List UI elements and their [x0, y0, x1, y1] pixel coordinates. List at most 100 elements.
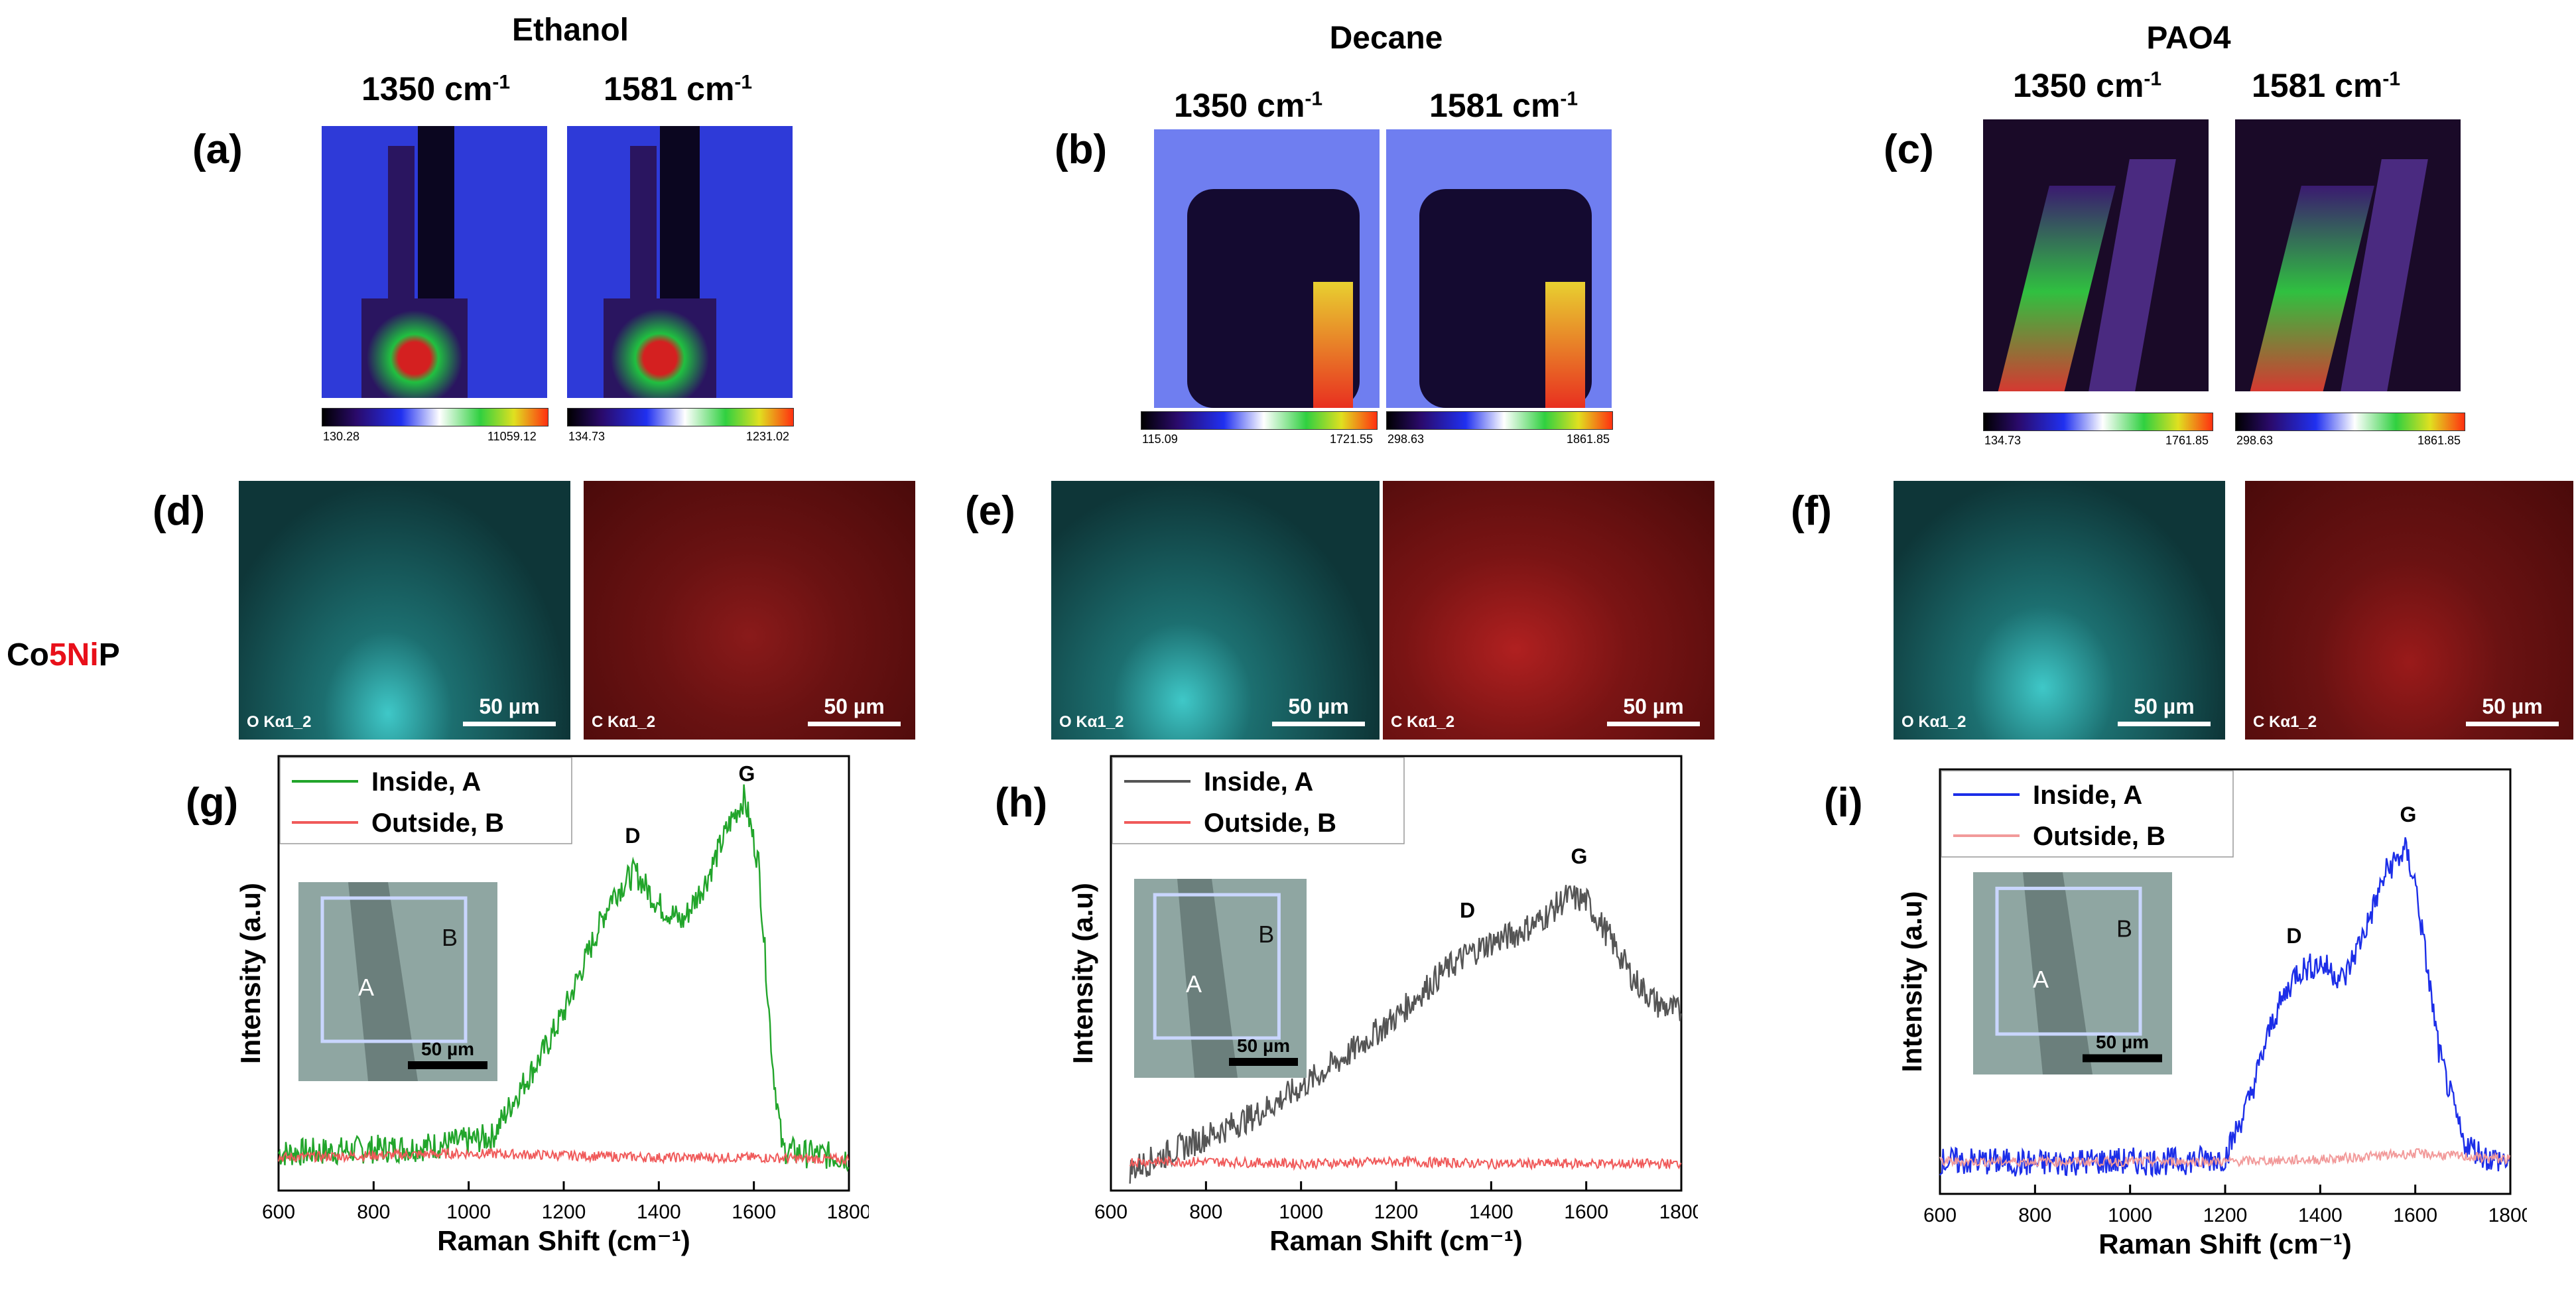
panel-label-g: (g): [186, 780, 239, 826]
x-tick-label: 1600: [1564, 1201, 1608, 1223]
x-tick-label: 1000: [2108, 1204, 2152, 1226]
scale-bar: 50 µm: [463, 694, 556, 726]
x-tick-label: 1800: [827, 1201, 869, 1223]
inset-region-a-label: A: [1186, 970, 1202, 998]
inset-region-a-label: A: [358, 974, 374, 1001]
inset-wear-track: [348, 882, 418, 1081]
colorbar-b1-min: 115.09: [1142, 432, 1178, 446]
series-line-outside: [1939, 1147, 2511, 1168]
eds-element-label: O Kα1_2: [1059, 713, 1124, 731]
panel-label-i: (i): [1824, 780, 1863, 826]
column-title-pao4: PAO4: [2146, 21, 2231, 56]
panel-label-e: (e): [965, 488, 1015, 534]
inset-region-b-label: B: [2116, 915, 2132, 942]
legend-label: Outside, B: [1204, 809, 1336, 838]
colorbar-b2: [1386, 411, 1613, 430]
map-header-a2: 1581 cm-1: [604, 70, 753, 107]
panel-label-a: (a): [192, 127, 243, 172]
colorbar-a1-min: 130.28: [323, 430, 360, 443]
raman-spectrum-decane: 600 800 1000 1200 1400 1600 1800 Raman Shift (c…: [1067, 755, 1698, 1256]
x-tick-label: 1600: [732, 1201, 776, 1223]
eds-element-label: O Kα1_2: [247, 713, 312, 731]
panel-label-d: (d): [153, 488, 206, 534]
x-tick-label: 1400: [1469, 1201, 1513, 1223]
colorbar-a2-min: 134.73: [568, 430, 606, 443]
colorbar-a1: [322, 408, 548, 426]
scale-bar: 50 µm: [1272, 694, 1365, 726]
colorbar-c2: [2235, 413, 2465, 431]
raman-map-decane-1581: [1386, 129, 1612, 408]
peak-annotation-d: D: [2286, 924, 2301, 948]
x-tick-label: 600: [1094, 1201, 1127, 1223]
x-axis-label: Raman Shift (cm⁻¹): [2098, 1228, 2352, 1260]
colorbar-b1: [1141, 411, 1378, 430]
legend-label: Outside, B: [2033, 822, 2165, 851]
x-tick-label: 1200: [542, 1201, 586, 1223]
peak-annotation-g: G: [2400, 803, 2416, 826]
x-tick-label: 1400: [637, 1201, 681, 1223]
map-header-a1: 1350 cm-1: [361, 70, 511, 107]
colorbar-a2: [567, 408, 794, 426]
eds-element-label: O Kα1_2: [1901, 713, 1966, 731]
raman-spectrum-pao4: 600 800 1000 1200 1400 1600 1800 Raman Shift (c…: [1896, 768, 2527, 1260]
eds-element-label: C Kα1_2: [2253, 713, 2317, 731]
eds-map-pao4-oxygen: O Kα1_2 50 µm: [1894, 481, 2225, 740]
legend-box: [1112, 757, 1405, 844]
eds-map-ethanol-oxygen: O Kα1_2 50 µm: [239, 481, 570, 740]
panel-label-f: (f): [1791, 488, 1832, 534]
x-tick-label: 800: [357, 1201, 390, 1223]
colorbar-b1-max: 1721.55: [1330, 432, 1374, 446]
x-tick-label: 1000: [446, 1201, 491, 1223]
eds-map-pao4-carbon: C Kα1_2 50 µm: [2245, 481, 2573, 740]
legend-label: Inside, A: [371, 767, 481, 797]
colorbar-a1-max: 11059.12: [487, 430, 537, 443]
x-tick-label: 1000: [1279, 1201, 1323, 1223]
eds-map-decane-oxygen: O Kα1_2 50 µm: [1051, 481, 1380, 740]
x-tick-label: 1400: [2298, 1204, 2343, 1226]
colorbar-b2-min: 298.63: [1387, 432, 1425, 446]
panel-label-c: (c): [1884, 127, 1934, 172]
panel-label-b: (b): [1055, 127, 1108, 172]
inset-scale-bar: [2083, 1054, 2162, 1063]
series-line-outside: [278, 1147, 850, 1166]
inset-scale-label: 50 µm: [2096, 1031, 2149, 1052]
scale-bar: 50 µm: [1607, 694, 1700, 726]
column-title-decane: Decane: [1329, 21, 1443, 56]
x-tick-label: 1800: [1659, 1201, 1698, 1223]
inset-scale-bar: [1229, 1058, 1298, 1066]
y-axis-label: Intensity (a.u): [1896, 891, 1927, 1072]
map-header-c2: 1581 cm-1: [2252, 67, 2401, 104]
raman-map-ethanol-1350: [322, 126, 547, 398]
inset-scale-label: 50 µm: [421, 1039, 474, 1059]
colorbar-c2-min: 298.63: [2236, 434, 2274, 447]
legend-label: Inside, A: [2033, 781, 2142, 810]
sample-label: Co5NiP: [7, 637, 120, 673]
inset-scale-bar: [408, 1061, 487, 1069]
legend-box: [279, 757, 572, 844]
x-tick-label: 600: [262, 1201, 295, 1223]
y-axis-label: Intensity (a.u): [1067, 883, 1098, 1064]
map-header-c1: 1350 cm-1: [2013, 67, 2162, 104]
x-tick-label: 1200: [2203, 1204, 2248, 1226]
eds-map-decane-carbon: C Kα1_2 50 µm: [1383, 481, 1714, 740]
scale-bar: 50 µm: [2118, 694, 2211, 726]
colorbar-c1-max: 1761.85: [2165, 434, 2209, 447]
x-axis-label: Raman Shift (cm⁻¹): [1269, 1225, 1523, 1256]
x-axis-label: Raman Shift (cm⁻¹): [437, 1225, 690, 1256]
x-tick-label: 600: [1923, 1204, 1957, 1226]
column-title-ethanol: Ethanol: [512, 13, 629, 48]
eds-element-label: C Kα1_2: [592, 713, 656, 731]
panel-label-h: (h): [995, 780, 1048, 826]
raman-map-pao4-1350: [1983, 119, 2209, 391]
legend-label: Inside, A: [1204, 767, 1313, 797]
series-line-outside: [1129, 1155, 1682, 1171]
inset-wear-track: [1177, 879, 1238, 1078]
scale-bar: 50 µm: [2466, 694, 2559, 726]
colorbar-a2-max: 1231.02: [746, 430, 790, 443]
peak-annotation-d: D: [1460, 898, 1475, 922]
y-axis-label: Intensity (a.u): [235, 883, 266, 1064]
raman-map-ethanol-1581: [567, 126, 793, 398]
inset-region-a-label: A: [2033, 966, 2049, 993]
peak-annotation-g: G: [738, 761, 755, 785]
scale-bar: 50 µm: [808, 694, 901, 726]
